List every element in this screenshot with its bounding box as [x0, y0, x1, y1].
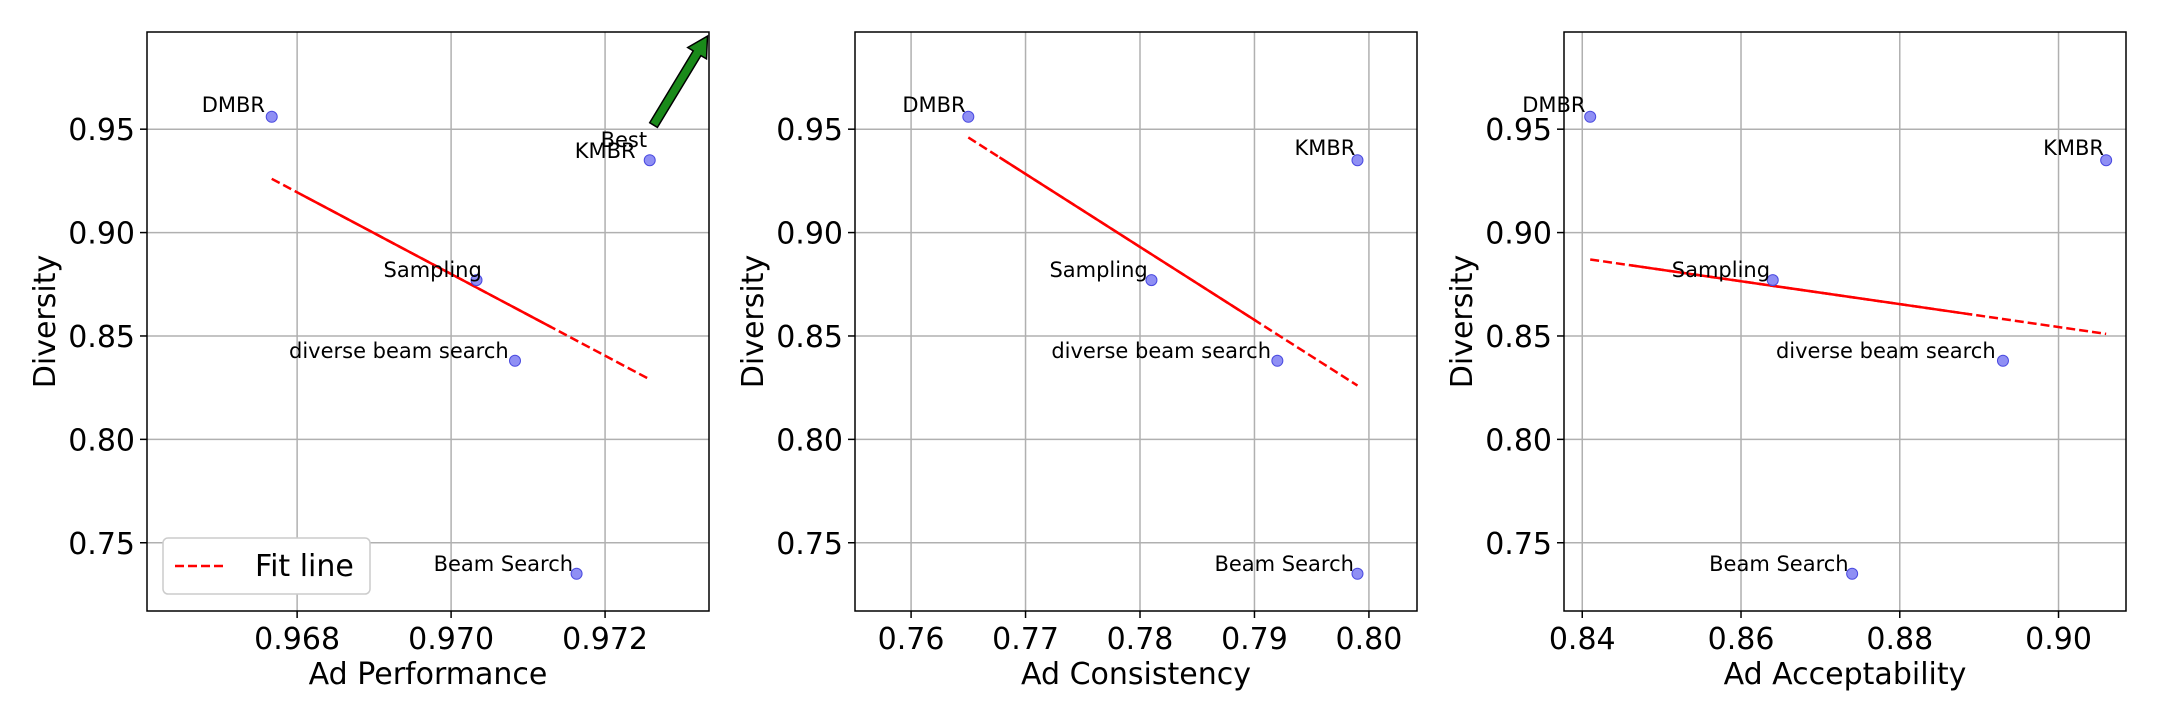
- y-tick-label: 0.95: [68, 113, 135, 148]
- data-point-label: diverse beam search: [289, 339, 509, 363]
- x-tick-label: 0.77: [992, 622, 1059, 657]
- y-axis-title: Diversity: [28, 255, 63, 388]
- data-point-label: DMBR: [1522, 93, 1585, 117]
- data-point: [1351, 154, 1364, 167]
- y-tick-label: 0.95: [1485, 113, 1552, 148]
- best-arrow: [648, 34, 709, 129]
- panel-ad-acceptability: 0.84 0.86 0.88 0.90 0.75 0.80 0.85 0.90 0.95 Ad A…: [1445, 31, 2127, 692]
- data-point: [1846, 567, 1859, 580]
- data-point: [1996, 354, 2009, 367]
- x-axis-title: Ad Acceptability: [1724, 657, 1967, 692]
- legend-label: Fit line: [255, 549, 354, 584]
- data-point-label: Beam Search: [1214, 552, 1353, 576]
- x-tick-label: 0.84: [1549, 622, 1616, 657]
- x-axis-title: Ad Consistency: [1021, 657, 1251, 692]
- panel-ad-performance: 0.968 0.970 0.972 0.75 0.80 0.85 0.90 0.95 Ad Pe…: [28, 31, 710, 692]
- data-point-label: diverse beam search: [1776, 339, 1996, 363]
- data-point: [1766, 274, 1779, 287]
- x-tick-label: 0.78: [1107, 622, 1174, 657]
- plot-frame: [854, 31, 1418, 612]
- data-point-label: KMBR: [2043, 136, 2104, 160]
- data-point: [2100, 154, 2113, 167]
- x-tick-label: 0.968: [254, 622, 340, 657]
- fit-line-solid-segment: [998, 156, 1257, 323]
- data-point: [1145, 274, 1158, 287]
- data-point: [508, 354, 521, 367]
- data-point-label: Sampling: [384, 258, 482, 282]
- panel-ad-consistency: 0.76 0.77 0.78 0.79 0.80 0.75 0.80 0.85 0.90 0.95…: [736, 31, 1418, 692]
- y-tick-label: 0.75: [1485, 527, 1552, 562]
- x-tick-label: 0.80: [1336, 622, 1403, 657]
- data-point-label: Sampling: [1049, 258, 1147, 282]
- legend: Fit line: [162, 537, 371, 595]
- data-point-label: Beam Search: [1709, 552, 1848, 576]
- y-tick-label: 0.75: [68, 527, 135, 562]
- data-point-label: KMBR: [1294, 136, 1355, 160]
- data-point: [1584, 110, 1597, 123]
- y-tick-label: 0.90: [776, 217, 843, 252]
- fit-line-solid-segment: [301, 193, 553, 329]
- y-tick-label: 0.80: [776, 423, 843, 458]
- data-point-label: Beam Search: [434, 552, 573, 576]
- fit-line: [967, 136, 1359, 387]
- y-tick-label: 0.90: [1485, 217, 1552, 252]
- y-tick-label: 0.85: [776, 320, 843, 355]
- fit-line-solid-segment: [1631, 264, 1973, 316]
- best-annotation-label: Best: [601, 128, 648, 152]
- plot-frame: [1563, 31, 2127, 612]
- data-point: [265, 110, 278, 123]
- data-point-label: KMBR: [575, 139, 636, 163]
- data-point: [962, 110, 975, 123]
- x-tick-label: 0.970: [408, 622, 494, 657]
- y-tick-label: 0.80: [68, 423, 135, 458]
- plot-frame: [146, 31, 710, 612]
- y-tick-label: 0.80: [1485, 423, 1552, 458]
- data-point: [470, 274, 483, 287]
- x-tick-label: 0.90: [2025, 622, 2092, 657]
- data-point-label: DMBR: [202, 93, 265, 117]
- y-tick-label: 0.90: [68, 217, 135, 252]
- data-point-label: Sampling: [1672, 258, 1770, 282]
- y-tick-label: 0.75: [776, 527, 843, 562]
- x-tick-label: 0.86: [1708, 622, 1775, 657]
- x-tick-label: 0.76: [878, 622, 945, 657]
- y-axis-title: Diversity: [736, 255, 771, 388]
- data-point-label: diverse beam search: [1051, 339, 1271, 363]
- x-axis-title: Ad Performance: [309, 657, 548, 692]
- x-tick-label: 0.79: [1221, 622, 1288, 657]
- x-tick-label: 0.972: [562, 622, 648, 657]
- data-point: [570, 567, 583, 580]
- data-point-label: DMBR: [902, 93, 965, 117]
- y-tick-label: 0.95: [776, 113, 843, 148]
- x-tick-label: 0.88: [1866, 622, 1933, 657]
- data-point: [1271, 354, 1284, 367]
- y-axis-title: Diversity: [1445, 255, 1480, 388]
- legend-box: [162, 537, 371, 595]
- y-tick-label: 0.85: [1485, 320, 1552, 355]
- data-point: [1351, 567, 1364, 580]
- data-point: [643, 154, 656, 167]
- y-tick-label: 0.85: [68, 320, 135, 355]
